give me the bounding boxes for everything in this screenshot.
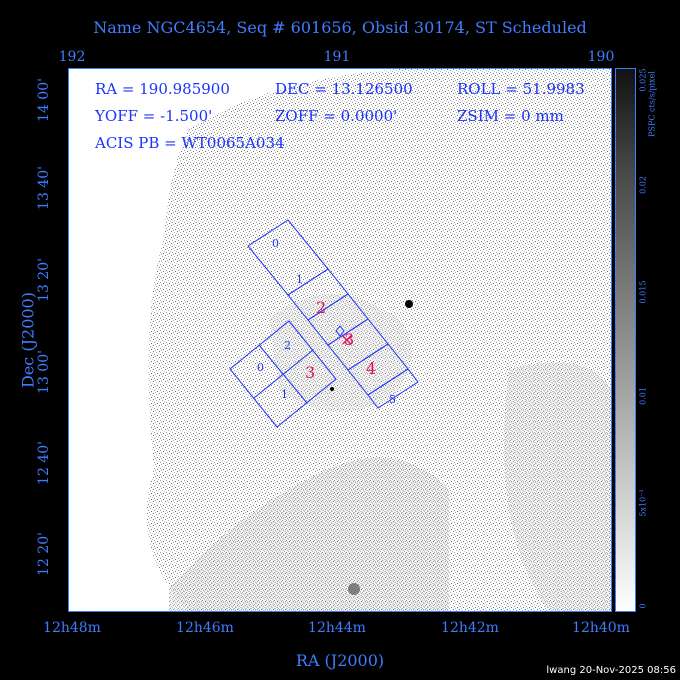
- noise-region: [504, 362, 611, 611]
- s-chip-label: 1: [296, 273, 303, 286]
- colorbar-tick: 0.025: [638, 68, 648, 92]
- i-chip-label: 2: [284, 339, 291, 352]
- acis-i-array: [229, 320, 337, 428]
- y-axis-label: Dec (J2000): [18, 292, 38, 388]
- colorbar-tick: 0: [638, 603, 648, 609]
- dec-readout: DEC = 13.126500: [275, 80, 413, 98]
- top-tick-label: 191: [323, 49, 351, 65]
- s-chip-label: 2: [316, 298, 327, 317]
- bottom-tick-label: 12h40m: [572, 620, 630, 636]
- x-axis-label: RA (J2000): [295, 651, 385, 670]
- bottom-tick-label: 12h44m: [308, 620, 366, 636]
- left-tick-label: 12 40': [36, 441, 52, 485]
- zoff-readout: ZOFF = 0.0000': [275, 107, 398, 125]
- bottom-tick-label: 12h46m: [176, 620, 234, 636]
- s-chip-label: 3: [344, 330, 355, 349]
- colorbar-tick: 5x10⁻³: [638, 489, 648, 517]
- colorbar-label: PSPC cts/s/pixel: [647, 71, 657, 137]
- left-tick-label: 14 00': [36, 78, 52, 122]
- target-marker: [335, 325, 345, 337]
- point-source: [405, 300, 413, 308]
- sky-image-panel: × 0 1 2 3 4 5 0 1 2 3 RA = 190.985900 DE…: [69, 69, 611, 611]
- left-tick-label: 13 00': [36, 350, 52, 394]
- s-chip-label: 0: [272, 237, 279, 250]
- bottom-tick-label: 12h48m: [43, 620, 101, 636]
- colorbar-tick: 0.01: [638, 387, 648, 405]
- ra-readout: RA = 190.985900: [95, 80, 230, 98]
- left-tick-label: 13 20': [36, 258, 52, 302]
- zsim-readout: ZSIM = 0 mm: [457, 107, 564, 125]
- yoff-readout: YOFF = -1.500': [95, 107, 213, 125]
- roll-readout: ROLL = 51.9983: [457, 80, 585, 98]
- top-tick-label: 190: [587, 49, 615, 65]
- i-chip-label: 3: [305, 363, 316, 382]
- timestamp: lwang 20-Nov-2025 08:56: [546, 665, 676, 676]
- i-chip-label: 0: [257, 361, 264, 374]
- sky-image: ×: [69, 69, 611, 611]
- colorbar-tick: 0.015: [638, 280, 648, 304]
- noise-region: [169, 457, 449, 611]
- i-chip-label: 1: [281, 388, 288, 401]
- galaxy-region: [269, 294, 412, 412]
- aimpoint-marker: ×: [340, 330, 353, 349]
- colorbar: [616, 69, 635, 611]
- left-tick-label: 12 20': [36, 532, 52, 576]
- top-tick-label: 192: [58, 49, 86, 65]
- acis-pb-readout: ACIS PB = WT0065A034: [95, 134, 285, 152]
- bottom-tick-label: 12h42m: [441, 620, 499, 636]
- point-source: [348, 583, 360, 595]
- s-chip-label: 5: [389, 393, 396, 406]
- colorbar-tick: 0.02: [638, 176, 648, 194]
- plot-title: Name NGC4654, Seq # 601656, Obsid 30174,…: [93, 18, 587, 37]
- left-tick-label: 13 40': [36, 166, 52, 210]
- acis-s-array: [247, 219, 419, 409]
- s-chip-label: 4: [366, 359, 377, 378]
- point-source: [330, 387, 334, 391]
